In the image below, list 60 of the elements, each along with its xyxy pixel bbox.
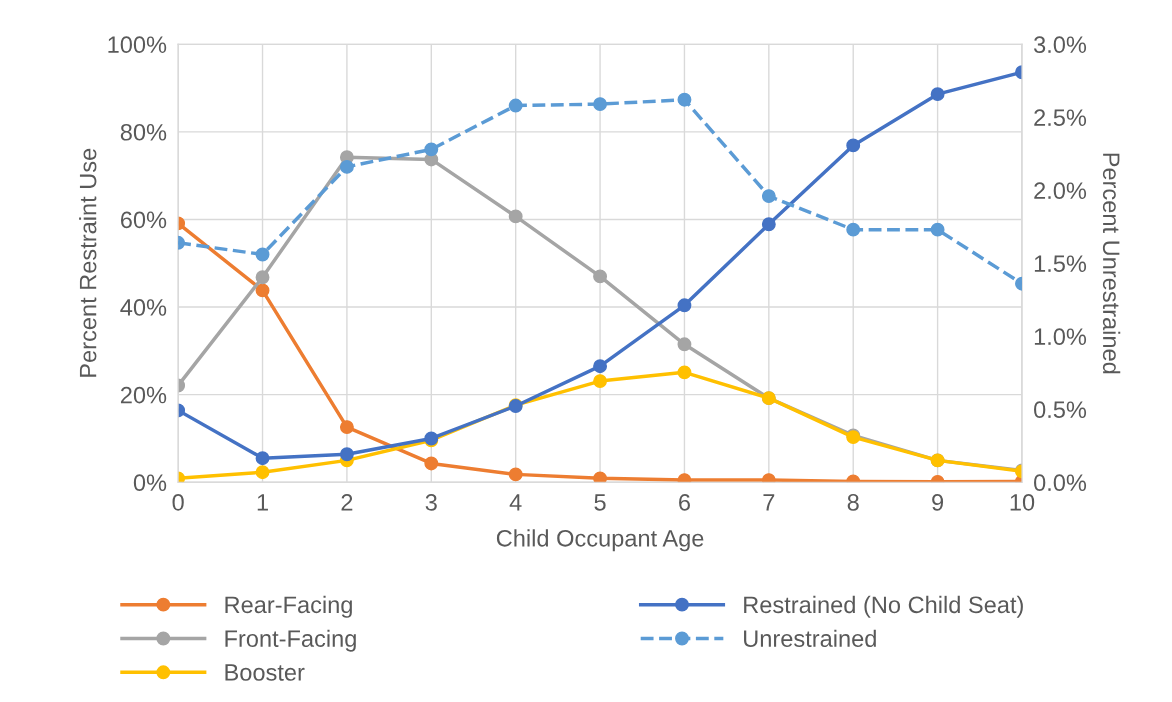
point xyxy=(677,298,692,313)
point xyxy=(930,222,945,237)
x-tick-label: 4 xyxy=(509,494,522,511)
point xyxy=(508,467,523,482)
point xyxy=(761,217,776,232)
point xyxy=(339,447,354,462)
y-tick-label: 80% xyxy=(120,123,167,141)
point xyxy=(593,359,608,374)
x-tick-label: 2 xyxy=(341,494,353,511)
y2-tick-label: 1.5% xyxy=(1034,255,1087,273)
x-tick-label: 8 xyxy=(847,494,859,511)
point xyxy=(677,92,692,107)
x-tick-label: 6 xyxy=(679,494,690,511)
x-tick-label: 3 xyxy=(425,494,437,511)
point xyxy=(255,247,270,262)
y2-tick-label: 2.0% xyxy=(1034,182,1087,200)
point xyxy=(339,159,354,174)
x-tick-label: 5 xyxy=(594,494,606,511)
y2-tick-label: 0.0% xyxy=(1034,474,1087,492)
y-axis-title: Percent Restraint Use xyxy=(79,148,97,377)
y2-tick-label: 2.5% xyxy=(1034,109,1087,127)
point xyxy=(339,420,354,435)
x-tick-label: 7 xyxy=(763,494,775,511)
point xyxy=(508,98,523,113)
point xyxy=(677,365,692,380)
point xyxy=(846,222,861,237)
point xyxy=(508,209,523,224)
y-tick-label: 20% xyxy=(120,386,167,404)
point xyxy=(424,142,439,157)
point xyxy=(593,471,608,483)
legend-label: Front-Facing xyxy=(225,629,356,652)
point xyxy=(593,269,608,284)
point xyxy=(255,465,270,480)
point xyxy=(255,270,270,285)
point xyxy=(761,189,776,204)
legend-label: Unrestrained xyxy=(744,629,876,647)
point xyxy=(593,374,608,389)
x-tick-label: 10 xyxy=(1010,494,1035,511)
x-tick-label: 0 xyxy=(172,494,184,511)
x-tick-label: 1 xyxy=(257,494,268,511)
legend-label: Booster xyxy=(225,664,305,681)
y-tick-label: 0% xyxy=(133,474,167,492)
point xyxy=(677,337,692,352)
y2-axis-title: Percent Unrestrained xyxy=(1102,153,1121,374)
y-tick-label: 40% xyxy=(120,299,167,316)
x-tick-label: 9 xyxy=(932,494,944,511)
point xyxy=(846,138,861,153)
point xyxy=(255,451,270,466)
point xyxy=(930,87,945,102)
legend-label: Restrained (No Child Seat) xyxy=(744,595,1023,618)
y2-tick-label: 1.0% xyxy=(1034,328,1087,346)
point xyxy=(593,97,608,112)
y-tick-label: 60% xyxy=(120,211,167,229)
x-axis-title: Child Occupant Age xyxy=(496,529,704,552)
legend-label: Rear-Facing xyxy=(225,595,352,618)
y-tick-label: 100% xyxy=(108,36,167,54)
y2-tick-label: 3.0% xyxy=(1034,36,1087,54)
point xyxy=(255,283,270,298)
y2-tick-label: 0.5% xyxy=(1034,401,1087,419)
point xyxy=(424,456,439,471)
